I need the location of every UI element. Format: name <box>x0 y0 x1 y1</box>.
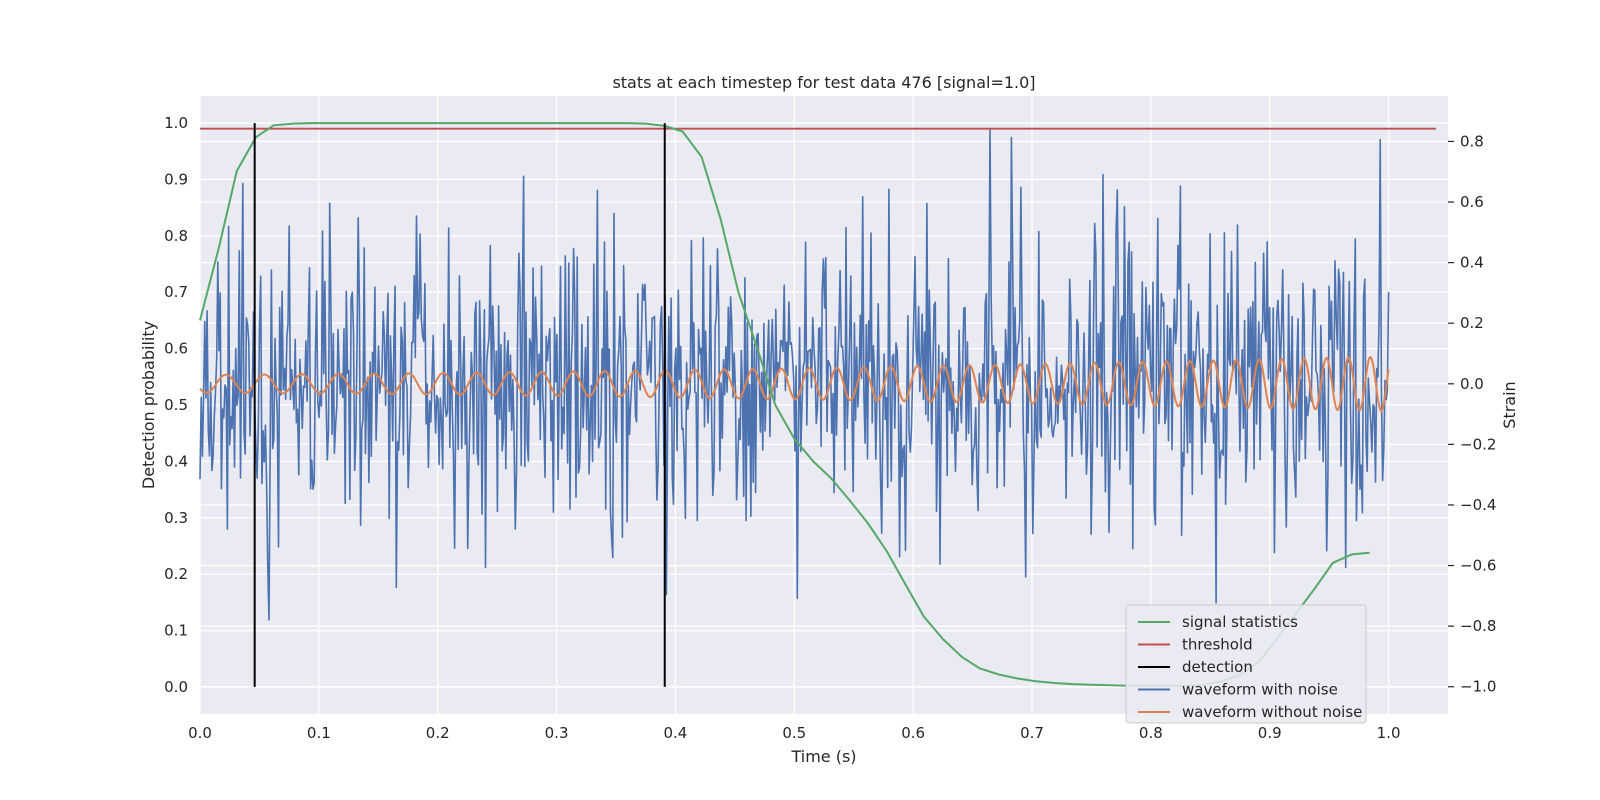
legend-label: threshold <box>1182 636 1253 654</box>
x-tick-label: 0.8 <box>1139 724 1163 742</box>
y-left-tick-label: 0.0 <box>164 678 188 696</box>
chart-title: stats at each timestep for test data 476… <box>612 73 1035 92</box>
y-left-tick-label: 0.3 <box>164 509 188 527</box>
y-right-tick-label: 0.2 <box>1460 314 1484 332</box>
y-left-tick-label: 0.9 <box>164 170 188 188</box>
x-axis-ticks: 0.0 0.1 0.2 0.3 0.4 0.5 0.6 0.7 0.8 0.9 1.0 <box>188 724 1400 742</box>
legend: signal statistics threshold detection wavef… <box>1125 604 1367 724</box>
series-waveform-without-noise <box>199 355 1390 413</box>
y-right-tick-label: 0.0 <box>1460 375 1484 393</box>
x-tick-label: 0.0 <box>188 724 212 742</box>
y-left-axis-label: Detection probability <box>139 321 158 489</box>
y-left-tick-label: 0.5 <box>164 396 188 414</box>
legend-box <box>1125 604 1367 724</box>
y-right-tick-label: −1.0 <box>1460 678 1496 696</box>
legend-label: detection <box>1182 658 1253 676</box>
x-tick-label: 0.7 <box>1020 724 1044 742</box>
y-left-tick-label: 1.0 <box>164 114 188 132</box>
y-left-tick-label: 0.2 <box>164 565 188 583</box>
x-tick-label: 0.5 <box>782 724 806 742</box>
y-right-tick-label: 0.4 <box>1460 254 1484 272</box>
x-tick-label: 0.9 <box>1258 724 1282 742</box>
y-left-axis-ticks: 0.0 0.1 0.2 0.3 0.4 0.5 0.6 0.7 0.8 0.9 1.0 <box>164 114 188 696</box>
y-left-tick-label: 0.4 <box>164 452 188 470</box>
y-right-tick-label: −0.2 <box>1460 435 1496 453</box>
legend-label: waveform with noise <box>1182 681 1338 699</box>
y-right-tick-label: 0.8 <box>1460 132 1484 150</box>
y-right-tick-label: −0.8 <box>1460 617 1496 635</box>
x-tick-label: 0.2 <box>426 724 450 742</box>
x-tick-label: 1.0 <box>1377 724 1401 742</box>
x-axis-label: Time (s) <box>790 747 856 766</box>
legend-label: waveform without noise <box>1182 703 1362 721</box>
series-waveform-with-noise <box>199 129 1390 621</box>
y-left-tick-label: 0.8 <box>164 227 188 245</box>
y-right-tick-label: −0.6 <box>1460 557 1496 575</box>
y-left-tick-label: 0.7 <box>164 283 188 301</box>
x-tick-label: 0.4 <box>663 724 687 742</box>
y-right-axis-ticks: −1.0 −0.8 −0.6 −0.4 −0.2 0.0 0.2 0.4 0.6 0.8 <box>1448 132 1496 696</box>
x-tick-label: 0.3 <box>545 724 569 742</box>
y-right-tick-label: −0.4 <box>1460 496 1496 514</box>
y-left-tick-label: 0.6 <box>164 340 188 358</box>
x-tick-label: 0.6 <box>901 724 925 742</box>
x-tick-label: 0.1 <box>307 724 331 742</box>
y-right-tick-label: 0.6 <box>1460 193 1484 211</box>
y-left-tick-label: 0.1 <box>164 622 188 640</box>
y-right-axis-label: Strain <box>1500 381 1519 428</box>
legend-label: signal statistics <box>1182 613 1298 631</box>
